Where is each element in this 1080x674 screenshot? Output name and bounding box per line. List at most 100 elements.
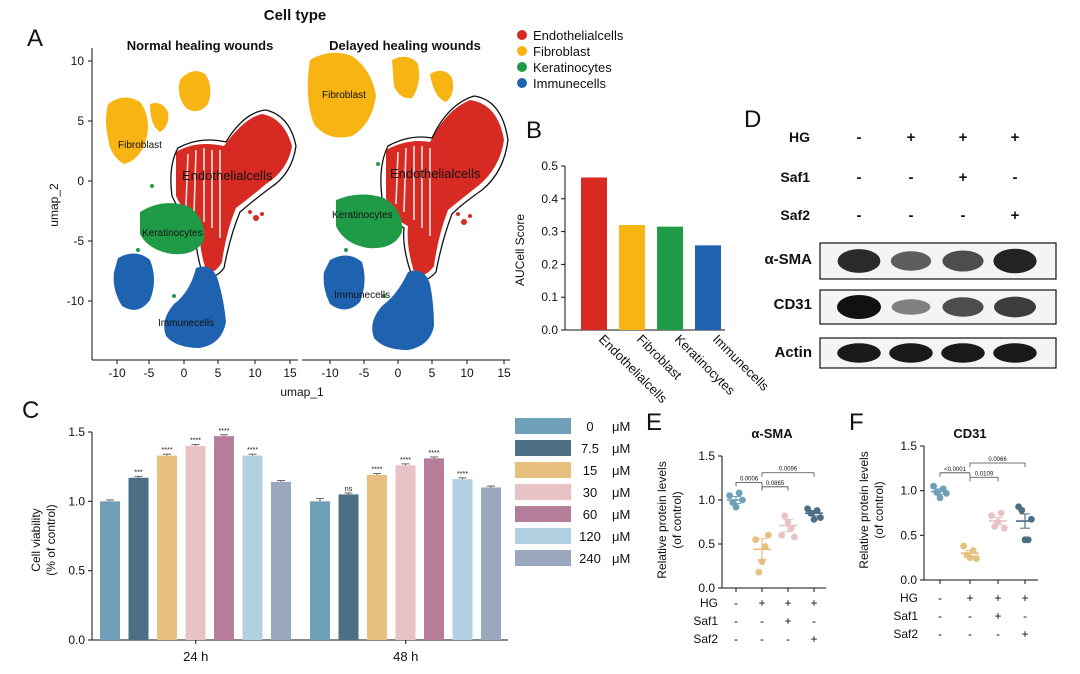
panel-f-treatment-table: HG Saf1 Saf2 - + + + - - + - - - - + xyxy=(893,591,1028,641)
left-fibroblast-cluster-mid xyxy=(150,103,169,132)
chartE-y-tick-label: 1.0 xyxy=(698,493,715,507)
c-significance-mark: **** xyxy=(162,447,173,454)
row-label-saf1: Saf1 xyxy=(780,169,810,185)
c-legend-value-60: 60 xyxy=(583,507,597,522)
b-bar-fibroblast xyxy=(619,225,645,330)
panel-e-asma-quant: E α-SMA Relative protein levels (of cont… xyxy=(646,409,826,646)
row-label-saf2: Saf2 xyxy=(780,207,810,223)
left-label-endothelial: Endothelialcells xyxy=(182,168,273,183)
sign-saf1-4: - xyxy=(1013,169,1018,186)
c-y-tick-label: 1.5 xyxy=(68,425,85,439)
umap-y-tick-label: -5 xyxy=(73,234,84,248)
legend-keratinocytes-dot xyxy=(517,62,527,72)
c-y-tick-label: 1.0 xyxy=(68,494,85,508)
c-bar-15um-0 xyxy=(157,455,177,640)
panel-e-y-label-line2: (of control) xyxy=(670,491,684,548)
e-sign-hg-3: + xyxy=(784,596,791,610)
right-label-keratinocytes: Keratinocytes xyxy=(332,210,393,221)
legend-immune-dot xyxy=(517,78,527,88)
e-sign-saf2-2: - xyxy=(760,632,764,646)
left-fibroblast-cluster-left xyxy=(106,97,148,164)
chartE-data-point xyxy=(752,536,759,543)
b-bar-keratinocytes xyxy=(657,226,683,330)
blot-band xyxy=(993,343,1037,363)
umap-left-x-tick-label: -10 xyxy=(108,366,126,380)
left-fibroblast-cluster-top xyxy=(178,71,211,112)
panel-e-title: α-SMA xyxy=(751,426,793,441)
c-legend-unit: μM xyxy=(612,463,630,478)
legend-fibroblast-label: Fibroblast xyxy=(533,44,590,59)
panel-e-treatment-table: HG Saf1 Saf2 - + + + - - + - - - - + xyxy=(693,596,817,646)
blot-band-labels: α-SMA CD31 Actin xyxy=(764,251,812,361)
c-x-tick-label: 48 h xyxy=(393,649,418,664)
c-legend-unit: μM xyxy=(612,551,630,566)
c-bar-7.5um-0 xyxy=(128,477,149,640)
b-y-tick-label: 0.2 xyxy=(541,257,558,271)
e-row-label-hg: HG xyxy=(700,596,718,610)
c-y-tick-label: 0.5 xyxy=(68,564,85,578)
umap-right-x-tick-label: 15 xyxy=(497,366,511,380)
umap-right-x-tick-label: -10 xyxy=(321,366,339,380)
e-sign-saf2-3: - xyxy=(786,632,790,646)
chartE-y-tick-label: 0.5 xyxy=(698,537,715,551)
c-significance-mark: **** xyxy=(457,471,468,478)
left-keratinocyte-cluster xyxy=(140,203,205,255)
chartE-data-point xyxy=(787,524,795,532)
c-legend-unit: μM xyxy=(612,485,630,500)
c-legend-swatch-15 xyxy=(515,462,571,478)
right-fibroblast-cluster-left xyxy=(307,52,376,138)
chartE-y-tick-label: 1.5 xyxy=(698,449,715,463)
legend-immune-label: Immunecells xyxy=(533,76,606,91)
c-legend-value-0: 0 xyxy=(586,419,593,434)
chartE-data-point xyxy=(781,512,789,520)
chartE-data-point xyxy=(761,543,769,551)
left-endothelial-cluster xyxy=(176,114,292,272)
blot-band xyxy=(889,343,933,363)
left-scattered-endothelial-dots xyxy=(248,210,264,221)
blot-band xyxy=(837,295,881,319)
umap-left-x-tick-label: 10 xyxy=(248,366,262,380)
f-sign-saf1-2: - xyxy=(968,609,972,623)
chartE-data-point xyxy=(755,568,763,576)
c-legend-unit: μM xyxy=(612,529,630,544)
right-scattered-keratinocyte-dots xyxy=(344,162,386,298)
left-umap-subtitle: Normal healing wounds xyxy=(127,38,274,53)
umap-x-label: umap_1 xyxy=(280,385,324,399)
right-fibroblast-cluster-small xyxy=(430,70,454,102)
e-row-label-saf1: Saf1 xyxy=(693,614,718,628)
chartF-p-value: 0.0109 xyxy=(975,471,994,477)
f-sign-saf2-2: - xyxy=(968,627,972,641)
chartF-data-point xyxy=(1024,536,1032,544)
f-row-label-saf2: Saf2 xyxy=(893,627,918,641)
panel-f-title: CD31 xyxy=(953,426,986,441)
chartE-data-point xyxy=(735,489,743,497)
blot-band xyxy=(941,343,985,363)
c-bar-15um-1 xyxy=(367,474,387,640)
c-bar-30um-0 xyxy=(185,445,206,640)
f-sign-hg-4: + xyxy=(1021,591,1028,605)
sign-saf1-1: - xyxy=(857,169,862,186)
c-bar-0um-0 xyxy=(100,501,120,640)
right-umap-scatter xyxy=(307,52,509,350)
panel-b-letter: B xyxy=(526,117,542,144)
c-legend-swatch-60 xyxy=(515,506,571,522)
chartE-p-value: 0.0865 xyxy=(766,481,785,487)
cd31-dot-plot: 0.0 0.5 1.0 1.5 <0.0001 0.0109 0.0066 xyxy=(900,439,1038,587)
c-significance-mark: **** xyxy=(400,457,411,464)
b-bar-endothelialcells xyxy=(581,177,607,330)
f-sign-saf1-4: - xyxy=(1023,609,1027,623)
c-bar-240um-1 xyxy=(481,487,501,640)
umap-right-x-tick-label: 0 xyxy=(395,366,402,380)
umap-right-x-tick-label: 10 xyxy=(460,366,474,380)
chartE-data-point xyxy=(778,531,785,539)
chartF-y-tick-label: 0.5 xyxy=(900,528,917,542)
blot-band xyxy=(837,343,881,363)
left-label-keratinocytes: Keratinocytes xyxy=(142,228,203,239)
e-sign-hg-2: + xyxy=(758,596,765,610)
b-y-tick-label: 0.0 xyxy=(541,323,558,337)
f-sign-saf1-3: + xyxy=(994,609,1001,623)
chartF-y-tick-label: 1.0 xyxy=(900,484,917,498)
c-legend-value-15: 15 xyxy=(583,463,597,478)
c-bar-7.5um-1 xyxy=(338,494,359,640)
c-legend-swatch-240 xyxy=(515,550,571,566)
